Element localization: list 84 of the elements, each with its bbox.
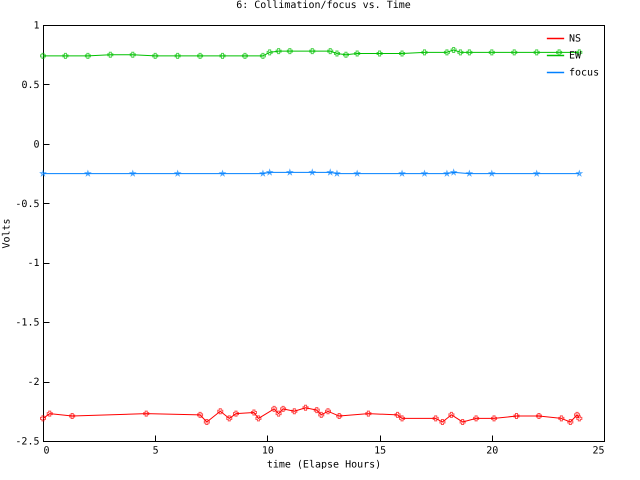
point	[204, 418, 210, 425]
point	[511, 49, 518, 56]
point	[448, 412, 454, 418]
point	[280, 406, 286, 412]
point	[399, 50, 406, 57]
x-tick-label: 15	[374, 446, 386, 456]
point	[421, 49, 428, 56]
point	[174, 52, 181, 59]
x-tick-label: 20	[486, 446, 498, 456]
x-tick-label: 0	[44, 446, 50, 456]
y-tick-label: 0	[33, 139, 40, 150]
point	[394, 412, 401, 418]
point	[513, 413, 520, 420]
point	[466, 49, 472, 56]
point	[302, 404, 309, 411]
point	[558, 415, 564, 422]
point	[226, 415, 232, 422]
x-tick-label: 10	[262, 446, 274, 456]
point	[336, 413, 342, 420]
point	[376, 50, 383, 57]
y-tick-label: 1	[33, 20, 40, 32]
point	[439, 418, 446, 425]
point	[536, 413, 542, 420]
y-tick-label: -0.5	[15, 198, 40, 210]
point	[69, 413, 76, 420]
point	[460, 418, 466, 425]
point	[450, 46, 457, 53]
point	[444, 49, 450, 56]
point	[250, 409, 257, 416]
point	[354, 50, 360, 57]
point	[276, 410, 282, 417]
x-tick-label: 5	[152, 446, 159, 456]
legend-label: EW	[569, 50, 582, 62]
point	[567, 418, 574, 425]
point	[197, 52, 204, 59]
point	[314, 407, 320, 414]
point	[327, 48, 334, 54]
point	[232, 410, 239, 417]
y-tick-label: -1	[27, 258, 40, 270]
point	[324, 408, 331, 414]
point	[488, 49, 495, 56]
point	[62, 52, 68, 59]
point	[457, 49, 464, 56]
point	[260, 52, 266, 59]
point	[399, 415, 406, 422]
point	[556, 49, 562, 56]
point	[534, 49, 540, 56]
y-tick-label: -1.5	[15, 318, 40, 329]
point	[276, 48, 282, 54]
point	[574, 412, 580, 418]
point	[255, 415, 262, 422]
point	[334, 50, 340, 57]
legend-label: NS	[569, 34, 582, 44]
point	[107, 52, 114, 58]
point	[576, 415, 582, 422]
point	[84, 52, 91, 59]
point	[130, 52, 136, 58]
point	[40, 415, 46, 422]
point	[286, 48, 293, 54]
point	[46, 410, 53, 417]
point	[473, 415, 480, 422]
point	[491, 415, 498, 422]
y-tick-label: 0.5	[21, 80, 40, 91]
y-tick-label: -2.5	[15, 436, 40, 448]
y-tick-label: -2	[27, 377, 40, 388]
point	[40, 52, 46, 59]
point	[143, 410, 150, 417]
point	[432, 415, 439, 422]
x-tick-label: 25	[592, 446, 604, 456]
chart-title: 6: Collimation/focus vs. Time	[236, 0, 411, 11]
point	[271, 406, 278, 412]
point	[197, 412, 204, 418]
legend-label: focus	[569, 68, 600, 78]
point	[342, 52, 349, 58]
point	[220, 52, 226, 59]
point	[266, 49, 273, 56]
point	[217, 408, 224, 414]
point	[152, 52, 158, 59]
point	[318, 412, 324, 418]
y-axis-title: Volts	[1, 218, 12, 249]
point	[242, 52, 248, 59]
point	[309, 48, 316, 54]
point	[365, 410, 372, 417]
point	[291, 408, 298, 414]
